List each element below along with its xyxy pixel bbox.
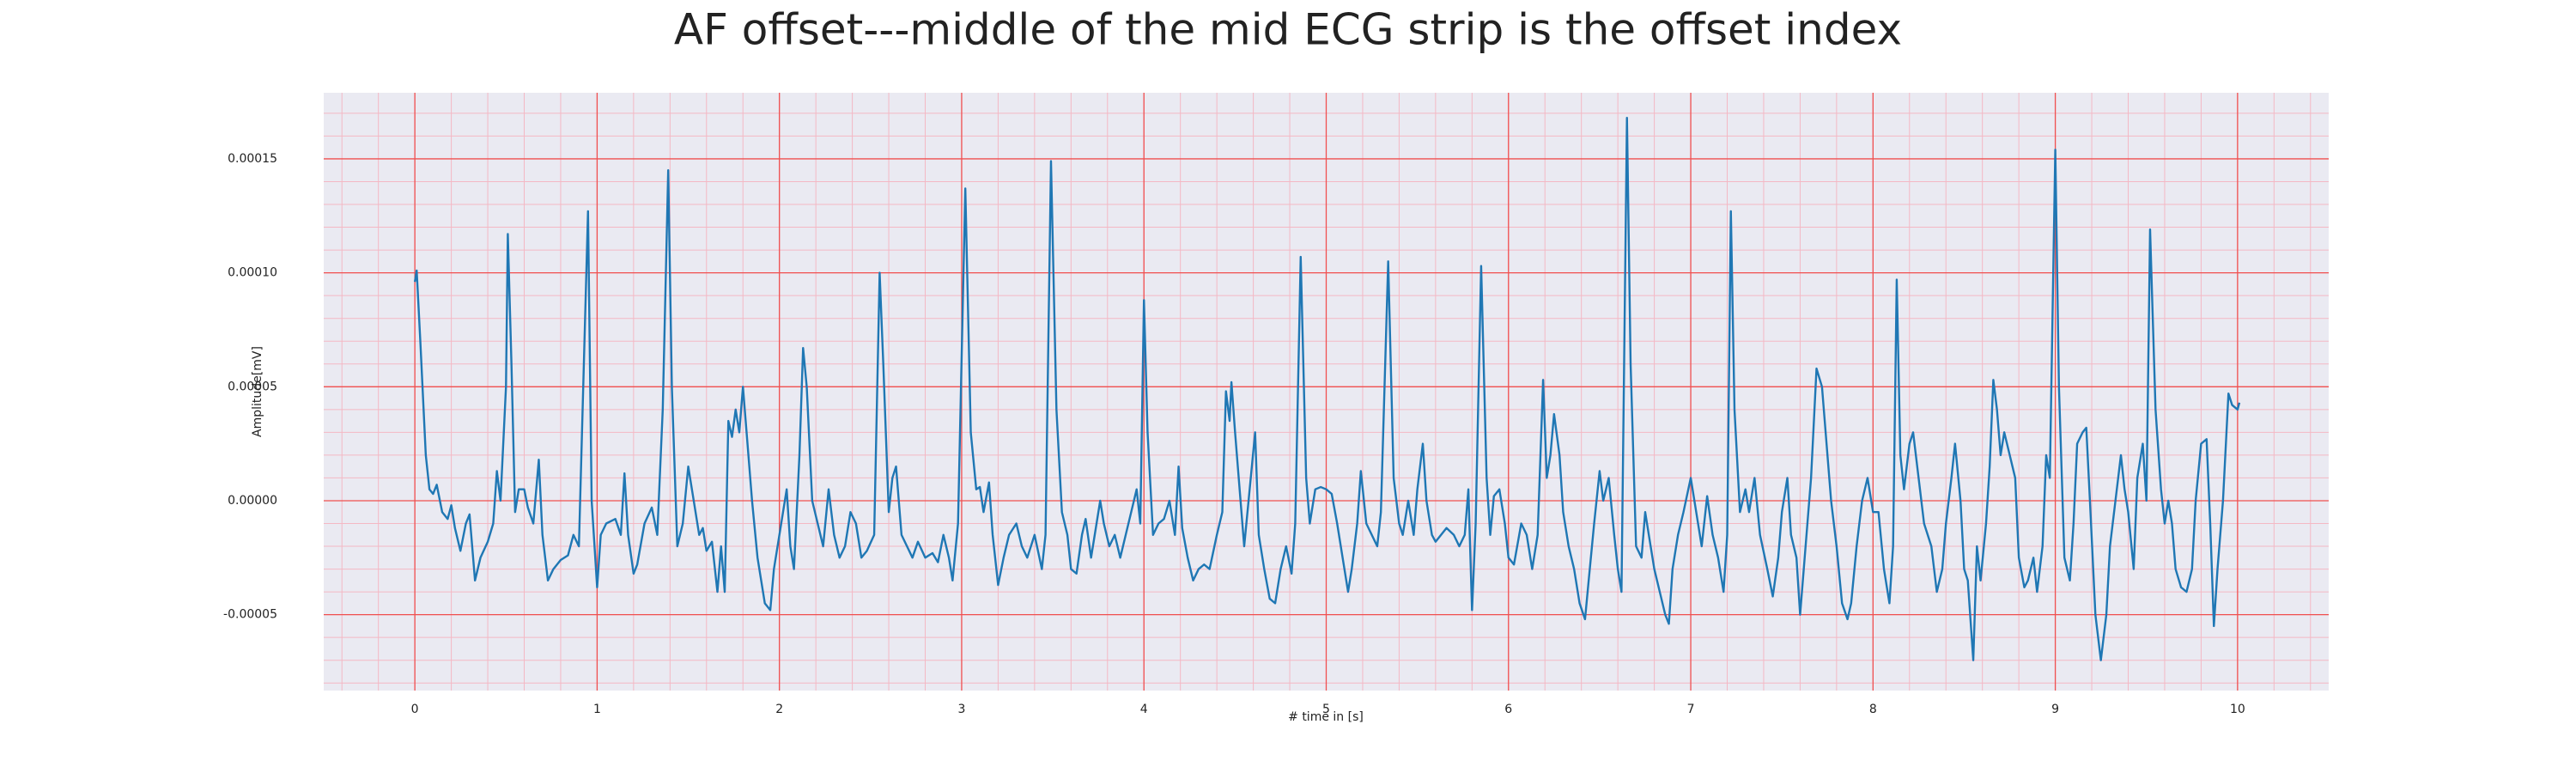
x-tick-label: 8 bbox=[1869, 703, 1877, 716]
x-tick-label: 9 bbox=[2051, 703, 2059, 716]
y-axis-label: Amplitude[mV] bbox=[251, 346, 264, 437]
x-tick-label: 7 bbox=[1687, 703, 1695, 716]
x-tick-label: 10 bbox=[2230, 703, 2245, 716]
y-tick-label: 0.00005 bbox=[228, 380, 277, 393]
x-tick-label: 6 bbox=[1504, 703, 1512, 716]
ecg-line bbox=[413, 116, 2241, 661]
y-tick-label: 0.00010 bbox=[228, 266, 277, 280]
x-tick-label: 4 bbox=[1140, 703, 1148, 716]
x-tick-label: 3 bbox=[957, 703, 965, 716]
x-tick-label: 5 bbox=[1322, 703, 1330, 716]
y-tick-label: -0.00005 bbox=[223, 608, 277, 622]
y-tick-label: 0.00015 bbox=[228, 152, 277, 166]
chart-title: AF offset---middle of the mid ECG strip … bbox=[674, 5, 1902, 55]
y-tick-label: 0.00000 bbox=[228, 494, 277, 508]
x-tick-label: 0 bbox=[411, 703, 419, 716]
x-tick-label: 1 bbox=[593, 703, 601, 716]
x-axis-label: # time in [s] bbox=[1288, 710, 1364, 724]
x-tick-label: 2 bbox=[775, 703, 783, 716]
